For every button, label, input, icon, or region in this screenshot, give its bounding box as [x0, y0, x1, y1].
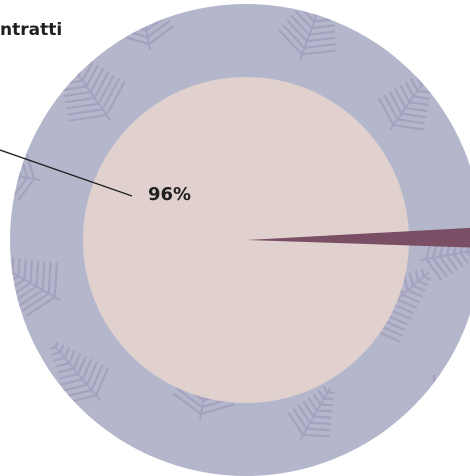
slice-label-96: 96%	[148, 184, 191, 205]
pie-slice-small	[246, 227, 470, 248]
fern-frond	[287, 385, 336, 441]
fern-frond	[49, 341, 109, 404]
leader-line	[0, 149, 133, 197]
side-text: ntratti	[0, 20, 62, 40]
pie-slices	[83, 77, 470, 403]
